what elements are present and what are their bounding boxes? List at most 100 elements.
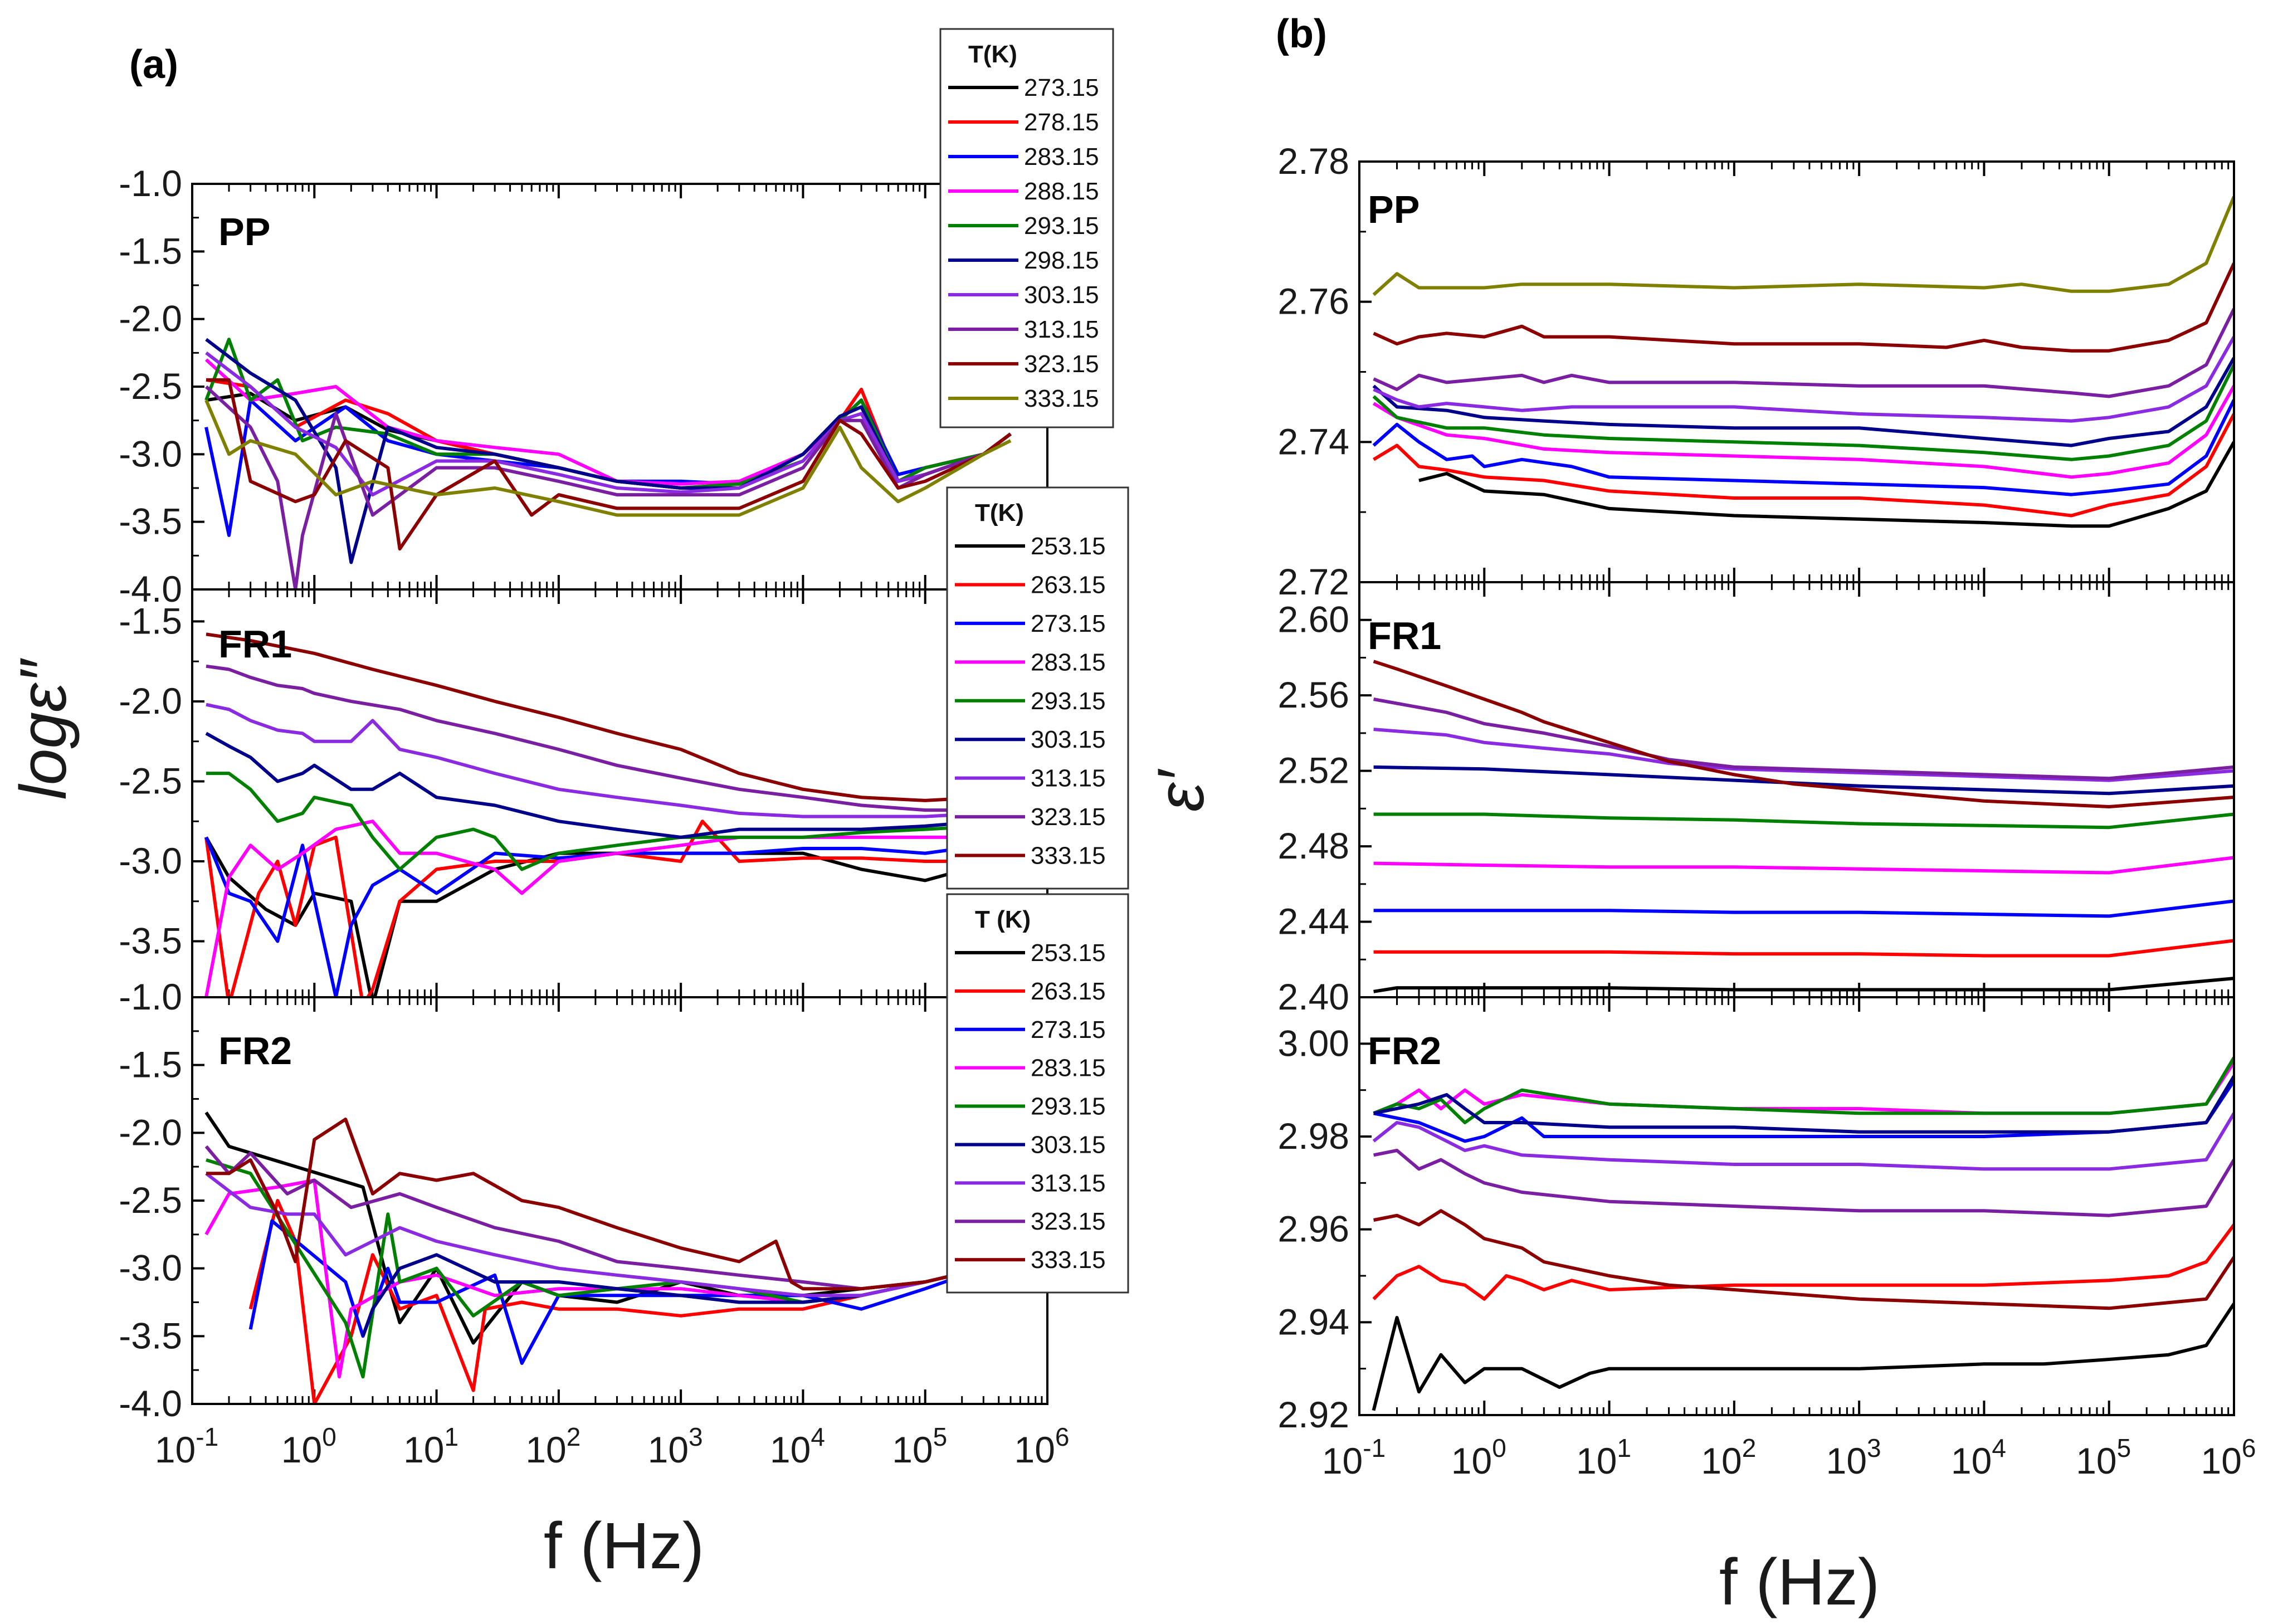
- series-line-303.15: [205, 731, 1029, 839]
- panel-label: (a): [129, 42, 178, 87]
- legend-title: T (K): [975, 906, 1031, 933]
- legend-entry: 298.15: [1024, 247, 1099, 274]
- legend-box: [946, 893, 1129, 1294]
- y-tick-label: -1.0: [119, 976, 182, 1017]
- legend: T(K) 253.15 263.15 273.15 283.15 293.15 303.15…: [946, 486, 1129, 890]
- legend-entry: 283.15: [1024, 143, 1099, 170]
- x-tick-label: 105: [2076, 1433, 2131, 1481]
- y-tick-label: 2.44: [1278, 901, 1349, 942]
- x-tick-label: 100: [281, 1422, 336, 1470]
- subplot-fr1: -1.5 -2.0 -2.5 -3.0 -3.5 FR1 T(K) 253.15 263.15 2…: [119, 486, 1129, 998]
- series-line-283.15: [1373, 856, 2234, 875]
- y-tick-label: 2.78: [1278, 140, 1349, 182]
- y-tick-label: -3.5: [119, 501, 182, 542]
- x-axis-title: f (Hz): [544, 1509, 704, 1583]
- y-tick-label: -2.0: [119, 680, 182, 721]
- legend-entry: 293.15: [1024, 212, 1099, 240]
- legend-entry: 288.15: [1024, 178, 1099, 205]
- legend-entry: 293.15: [1031, 687, 1106, 715]
- y-tick-label: -3.5: [119, 920, 182, 962]
- x-tick-label: 105: [892, 1422, 947, 1470]
- subplot-pp: 2.78 2.76 2.74 2.72 PP: [1278, 140, 2235, 602]
- y-tick-label: -4.0: [119, 1383, 182, 1424]
- legend-entry: 313.15: [1031, 1169, 1106, 1197]
- y-tick-label: 2.92: [1278, 1394, 1349, 1435]
- y-tick-label: 2.76: [1278, 281, 1349, 322]
- legend-box: [946, 486, 1129, 890]
- series-line-263.15: [1372, 1223, 2234, 1301]
- series-line-293.15: [206, 772, 1029, 871]
- y-tick-label: -3.5: [119, 1315, 182, 1356]
- series-line-283.15: [204, 820, 1028, 997]
- panel-label: (b): [1276, 12, 1327, 56]
- series-group: [204, 338, 1012, 589]
- legend: T (K)253.15 263.15 273.15 283.15 293.15 303.1…: [946, 893, 1129, 1294]
- sample-label: FR2: [218, 1029, 292, 1072]
- series-group: [204, 632, 1029, 997]
- y-tick-label: -3.0: [119, 840, 182, 881]
- x-tick-label: 106: [2201, 1433, 2256, 1481]
- y-tick-label: 2.40: [1278, 976, 1349, 1017]
- subplot-frame: [1358, 996, 2235, 1416]
- legend: T(K) 273.15 278.15 283.15 288.15 293.15 298.15…: [939, 28, 1114, 428]
- legend-entry: 313.15: [1031, 765, 1106, 792]
- legend-entry: 263.15: [1031, 571, 1106, 598]
- series-line-333.15: [206, 1118, 1030, 1291]
- x-tick-label: 106: [1014, 1422, 1069, 1470]
- y-tick-label: -2.5: [119, 760, 182, 801]
- subplot-frame: [1358, 581, 2235, 998]
- legend-entry: 283.15: [1031, 1055, 1106, 1082]
- series-line-273.15: [1418, 441, 2234, 528]
- subplot-fr2: -1.0 -1.5 -2.0 -2.5 -3.0 -3.5 -4.0 FR2 T (K)253.…: [119, 893, 1129, 1424]
- series-line-333.15: [1372, 196, 2234, 296]
- subplot-pp: -1.0 -1.5 -2.0 -2.5 -3.0 -3.5 -4.0 PP T(K) 273.15…: [119, 28, 1114, 609]
- y-tick-label: 2.52: [1278, 750, 1349, 791]
- sample-label: PP: [1368, 188, 1420, 231]
- series-line-273.15: [248, 1219, 1030, 1365]
- y-tick-label: 2.94: [1278, 1301, 1349, 1342]
- x-tick-label: 104: [1951, 1433, 2006, 1481]
- legend-entry: 333.15: [1031, 1246, 1106, 1274]
- subplot-frame: [191, 183, 1048, 591]
- series-line-313.15: [1373, 308, 2234, 398]
- series-line-273.15: [1373, 899, 2234, 918]
- series-group: [1372, 1056, 2234, 1411]
- legend-box: [939, 28, 1114, 428]
- series-line-323.15: [1373, 262, 2234, 353]
- series-group: [1373, 660, 2234, 993]
- legend-entry: 273.15: [1031, 610, 1106, 637]
- legend-entry: 278.15: [1024, 109, 1099, 136]
- series-line-303.15: [1373, 336, 2234, 423]
- y-tick-label: -2.0: [119, 298, 182, 339]
- y-tick-label: -1.5: [119, 600, 182, 641]
- x-tick-label: 10-1: [155, 1422, 218, 1470]
- series-line-253.15: [1372, 1303, 2234, 1411]
- legend-title: T(K): [975, 499, 1024, 526]
- x-tick-label: 102: [525, 1422, 581, 1470]
- sample-label: FR1: [1368, 614, 1441, 657]
- y-axis-title: ε′: [1144, 768, 1218, 812]
- series-line-323.15: [206, 664, 1029, 812]
- y-tick-label: 2.48: [1278, 825, 1349, 866]
- legend-title: T(K): [968, 41, 1017, 68]
- y-tick-label: -3.0: [119, 1247, 182, 1289]
- series-line-313.15: [205, 1172, 1030, 1298]
- legend-entry: 323.15: [1031, 1208, 1106, 1235]
- series-line-313.15: [1372, 1112, 2234, 1171]
- legend-entry: 273.15: [1031, 1016, 1106, 1043]
- x-tick-label: 100: [1451, 1433, 1506, 1481]
- y-tick-label: 3.00: [1278, 1022, 1349, 1064]
- legend-entry: 303.15: [1031, 726, 1106, 753]
- x-tick-label: 102: [1701, 1433, 1756, 1481]
- series-line-263.15: [248, 1199, 1030, 1404]
- subplot-frame: [191, 996, 1048, 1405]
- series-line-333.15: [206, 632, 1029, 802]
- y-tick-label: -3.0: [119, 433, 182, 474]
- y-tick-label: 2.56: [1278, 674, 1349, 715]
- x-tick-label: 104: [770, 1422, 825, 1470]
- series-line-313.15: [206, 703, 1029, 818]
- series-group: [204, 1111, 1030, 1404]
- series-line-288.15: [1373, 385, 2234, 479]
- x-tick-label: 101: [1576, 1433, 1631, 1481]
